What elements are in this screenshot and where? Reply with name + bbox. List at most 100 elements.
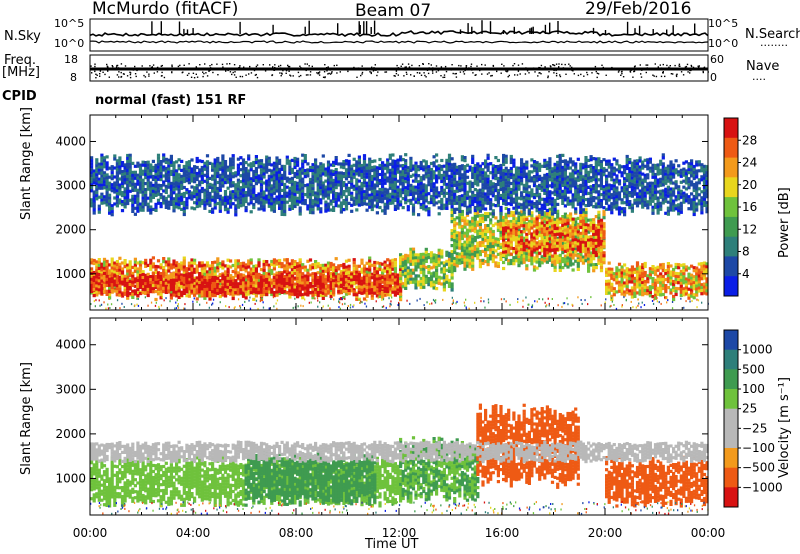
- data-cell: [211, 261, 215, 265]
- data-cell: [110, 289, 114, 293]
- data-cell: [329, 264, 333, 269]
- nave-dot: [181, 68, 183, 71]
- data-cell: [159, 205, 163, 209]
- data-cell: [293, 263, 297, 267]
- nave-dot: [318, 72, 320, 74]
- data-cell: [612, 293, 616, 297]
- nave-dot: [254, 74, 257, 76]
- data-cell: [149, 211, 153, 215]
- data-cell: [211, 293, 215, 297]
- data-cell: [360, 261, 364, 265]
- nave-dot: [282, 69, 284, 72]
- data-cell: [208, 203, 212, 207]
- nave-dot: [558, 63, 560, 65]
- data-cell: [138, 175, 143, 179]
- data-cell: [162, 286, 166, 290]
- data-cell: [115, 287, 119, 291]
- data-cell: [159, 266, 163, 270]
- data-cell: [388, 293, 392, 297]
- data-cell: [185, 206, 189, 210]
- data-cell: [108, 280, 112, 284]
- nave-dot: [678, 63, 681, 65]
- data-cell: [95, 269, 99, 273]
- data-cell: [133, 260, 137, 264]
- data-cell: [123, 280, 127, 284]
- nave-dot: [376, 74, 378, 77]
- data-cell: [110, 210, 114, 214]
- data-cell: [211, 282, 215, 286]
- data-cell: [105, 161, 109, 165]
- data-cell: [360, 258, 364, 262]
- data-cell: [262, 290, 266, 294]
- nave-dot: [501, 63, 503, 65]
- data-cell: [218, 285, 222, 289]
- nave-dot: [233, 74, 236, 76]
- data-cell: [154, 264, 158, 269]
- nave-dot: [188, 69, 191, 71]
- data-cell: [231, 163, 235, 167]
- data-cell: [440, 252, 444, 256]
- data-cell: [314, 263, 318, 267]
- nave-dot: [630, 69, 632, 71]
- data-cell: [296, 289, 300, 293]
- data-cell: [280, 284, 284, 288]
- data-cell: [151, 281, 155, 285]
- data-cell: [180, 285, 184, 289]
- data-cell: [265, 277, 269, 282]
- nsearch-trace: [89, 40, 709, 44]
- data-cell: [108, 283, 112, 287]
- strip-layer: [89, 18, 709, 82]
- nave-dot: [432, 67, 434, 69]
- cpid-label: CPID: [2, 89, 37, 104]
- data-cell: [278, 274, 282, 278]
- data-cell: [278, 271, 282, 275]
- data-cell: [373, 266, 377, 271]
- nave-dot: [419, 72, 421, 74]
- data-cell: [234, 274, 238, 278]
- data-cell: [270, 268, 274, 273]
- data-cell: [453, 226, 457, 231]
- nave-dot: [552, 64, 555, 66]
- data-cell: [205, 284, 210, 288]
- data-cell: [115, 269, 119, 273]
- data-cell: [126, 195, 130, 200]
- data-cell: [211, 264, 215, 268]
- nave-dot: [427, 72, 430, 75]
- data-cell: [208, 288, 212, 292]
- data-cell: [151, 262, 155, 266]
- data-cell: [193, 267, 197, 271]
- data-cell: [110, 277, 114, 281]
- data-cell: [319, 269, 323, 274]
- data-cell: [272, 276, 276, 280]
- data-cell: [308, 267, 313, 271]
- nave-dot: [618, 70, 620, 72]
- data-cell: [120, 292, 125, 296]
- data-cell: [167, 269, 171, 273]
- nave-dot: [274, 66, 276, 69]
- data-cell: [208, 276, 212, 280]
- data-cell: [200, 287, 204, 291]
- data-cell: [100, 276, 104, 280]
- nave-dot: [454, 73, 456, 75]
- data-cell: [362, 297, 367, 301]
- data-cell: [123, 262, 127, 266]
- data-cell: [234, 268, 238, 272]
- data-cell: [200, 284, 204, 288]
- data-cell: [131, 274, 135, 278]
- data-cell: [337, 285, 341, 289]
- data-cell: [149, 258, 153, 262]
- data-cell: [334, 272, 338, 276]
- nave-dot: [94, 63, 96, 65]
- data-cell: [383, 293, 387, 297]
- data-cell: [123, 289, 127, 293]
- nave-dot: [365, 69, 368, 71]
- data-cell: [223, 279, 228, 283]
- data-cell: [599, 224, 604, 228]
- data-cell: [272, 267, 276, 271]
- data-cell: [187, 272, 191, 276]
- data-cell: [190, 289, 194, 293]
- data-cell: [231, 291, 235, 295]
- nave-dot: [617, 71, 620, 73]
- freq-tick-top: 18: [64, 53, 78, 66]
- data-cell: [283, 290, 287, 294]
